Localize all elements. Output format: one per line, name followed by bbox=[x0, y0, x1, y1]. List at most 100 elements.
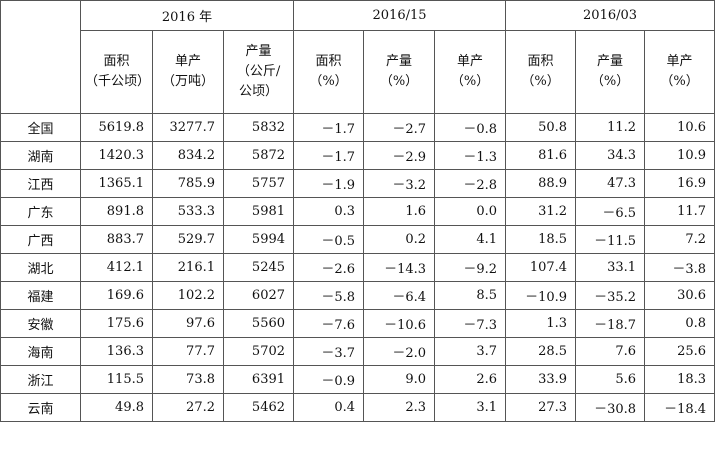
value-cell: 1.6 bbox=[363, 197, 436, 226]
value-cell: 5872 bbox=[222, 141, 295, 170]
value-cell: 5757 bbox=[222, 169, 295, 198]
region-cell: 浙江 bbox=[0, 365, 81, 394]
table-row: 江西 1365.1 785.9 5757 －1.9 －3.2 －2.8 88.9 47.3 16.… bbox=[0, 169, 716, 198]
value-cell: 81.6 bbox=[505, 141, 577, 170]
region-cell: 湖北 bbox=[0, 253, 81, 282]
column-header: 产量 （公斤/公顷） bbox=[222, 30, 295, 114]
region-cell: 湖南 bbox=[0, 141, 81, 170]
table-row: 湖北 412.1 216.1 5245 －2.6 －14.3 －9.2 107.4 33.1 －3… bbox=[0, 253, 716, 282]
value-cell: 3.7 bbox=[434, 337, 507, 366]
value-cell: 18.5 bbox=[505, 225, 577, 254]
value-cell: 529.7 bbox=[152, 225, 224, 254]
value-cell: 16.9 bbox=[644, 169, 716, 198]
column-header: 产量 （%） bbox=[575, 30, 646, 114]
table-row: 广东 891.8 533.3 5981 0.3 1.6 0.0 31.2 －6.5 11.7 bbox=[0, 197, 716, 226]
value-cell: 0.4 bbox=[293, 393, 365, 422]
table-row: 福建 169.6 102.2 6027 －5.8 －6.4 8.5 －10.9 －35.2 30.… bbox=[0, 281, 716, 310]
value-cell: 5245 bbox=[222, 253, 295, 282]
column-header-line: （%） bbox=[521, 74, 560, 89]
value-cell: 0.3 bbox=[293, 197, 365, 226]
region-cell: 安徽 bbox=[0, 309, 81, 338]
table-row: 广西 883.7 529.7 5994 －0.5 0.2 4.1 18.5 －11.5 7.2 bbox=[0, 225, 716, 254]
value-cell: －1.3 bbox=[434, 141, 507, 170]
value-cell: 6391 bbox=[222, 365, 295, 394]
value-cell: 27.2 bbox=[152, 393, 224, 422]
value-cell: －2.7 bbox=[363, 113, 436, 142]
value-cell: 834.2 bbox=[152, 141, 224, 170]
value-cell: 30.6 bbox=[644, 281, 716, 310]
column-header-line: 产量 bbox=[386, 54, 413, 69]
column-header: 面积 （%） bbox=[505, 30, 577, 114]
value-cell: 785.9 bbox=[152, 169, 224, 198]
value-cell: 7.2 bbox=[644, 225, 716, 254]
value-cell: 2.6 bbox=[434, 365, 507, 394]
region-cell: 江西 bbox=[0, 169, 81, 198]
column-header-line: （%） bbox=[590, 74, 630, 89]
value-cell: 7.6 bbox=[575, 337, 646, 366]
value-cell: 5560 bbox=[222, 309, 295, 338]
column-header-line: 单产 bbox=[174, 54, 201, 69]
value-cell: 3.1 bbox=[434, 393, 507, 422]
value-cell: 6027 bbox=[222, 281, 295, 310]
value-cell: 3277.7 bbox=[152, 113, 224, 142]
value-cell: 77.7 bbox=[152, 337, 224, 366]
region-cell: 广东 bbox=[0, 197, 81, 226]
header-group-row: 2016 年 2016/15 2016/03 bbox=[0, 0, 716, 114]
value-cell: 0.2 bbox=[363, 225, 436, 254]
value-cell: －11.5 bbox=[575, 225, 646, 254]
value-cell: －2.6 bbox=[293, 253, 365, 282]
value-cell: 31.2 bbox=[505, 197, 577, 226]
column-header-line: 产量 bbox=[245, 44, 272, 59]
value-cell: 34.3 bbox=[575, 141, 646, 170]
column-header: 产量 （%） bbox=[363, 30, 436, 114]
value-cell: 5832 bbox=[222, 113, 295, 142]
value-cell: 11.2 bbox=[575, 113, 646, 142]
value-cell: 8.5 bbox=[434, 281, 507, 310]
column-header-line: （%） bbox=[309, 74, 348, 89]
value-cell: 883.7 bbox=[80, 225, 153, 254]
value-cell: 18.3 bbox=[644, 365, 716, 394]
value-cell: 9.0 bbox=[363, 365, 436, 394]
value-cell: 891.8 bbox=[80, 197, 153, 226]
value-cell: －9.2 bbox=[434, 253, 507, 282]
column-header-line: 单产 bbox=[457, 54, 484, 69]
column-header: 单产 （%） bbox=[644, 30, 716, 114]
value-cell: 102.2 bbox=[152, 281, 224, 310]
value-cell: 136.3 bbox=[80, 337, 153, 366]
value-cell: －6.4 bbox=[363, 281, 436, 310]
value-cell: 412.1 bbox=[80, 253, 153, 282]
value-cell: －6.5 bbox=[575, 197, 646, 226]
value-cell: 175.6 bbox=[80, 309, 153, 338]
value-cell: －7.3 bbox=[434, 309, 507, 338]
value-cell: －0.9 bbox=[293, 365, 365, 394]
region-cell: 云南 bbox=[0, 393, 81, 422]
value-cell: 1420.3 bbox=[80, 141, 153, 170]
value-cell: －10.6 bbox=[363, 309, 436, 338]
value-cell: 0.0 bbox=[434, 197, 507, 226]
value-cell: －2.8 bbox=[434, 169, 507, 198]
value-cell: 5619.8 bbox=[80, 113, 153, 142]
value-cell: －1.7 bbox=[293, 113, 365, 142]
region-cell: 全国 bbox=[0, 113, 81, 142]
value-cell: 216.1 bbox=[152, 253, 224, 282]
value-cell: 10.9 bbox=[644, 141, 716, 170]
group-header-2016: 2016 年 bbox=[79, 0, 295, 31]
value-cell: 33.1 bbox=[575, 253, 646, 282]
value-cell: 5994 bbox=[222, 225, 295, 254]
value-cell: 5.6 bbox=[575, 365, 646, 394]
value-cell: 28.5 bbox=[505, 337, 577, 366]
value-cell: －0.8 bbox=[434, 113, 507, 142]
corner-cell bbox=[0, 0, 81, 114]
table-row: 浙江 115.5 73.8 6391 －0.9 9.0 2.6 33.9 5.6 18.3 bbox=[0, 365, 716, 394]
column-header-line: （%） bbox=[660, 74, 699, 89]
value-cell: －3.8 bbox=[644, 253, 716, 282]
column-header-line: 面积 bbox=[315, 54, 342, 69]
region-cell: 广西 bbox=[0, 225, 81, 254]
value-cell: －5.8 bbox=[293, 281, 365, 310]
value-cell: 0.8 bbox=[644, 309, 716, 338]
rice-statistics-table: 2016 年 2016/15 2016/03 面积 （千公顷） 单产 （万吨） 产量 （公… bbox=[0, 0, 716, 422]
table-row: 安徽 175.6 97.6 5560 －7.6 －10.6 －7.3 1.3 －18.7 0.8 bbox=[0, 309, 716, 338]
value-cell: 1365.1 bbox=[80, 169, 153, 198]
value-cell: －1.9 bbox=[293, 169, 365, 198]
value-cell: －10.9 bbox=[505, 281, 577, 310]
